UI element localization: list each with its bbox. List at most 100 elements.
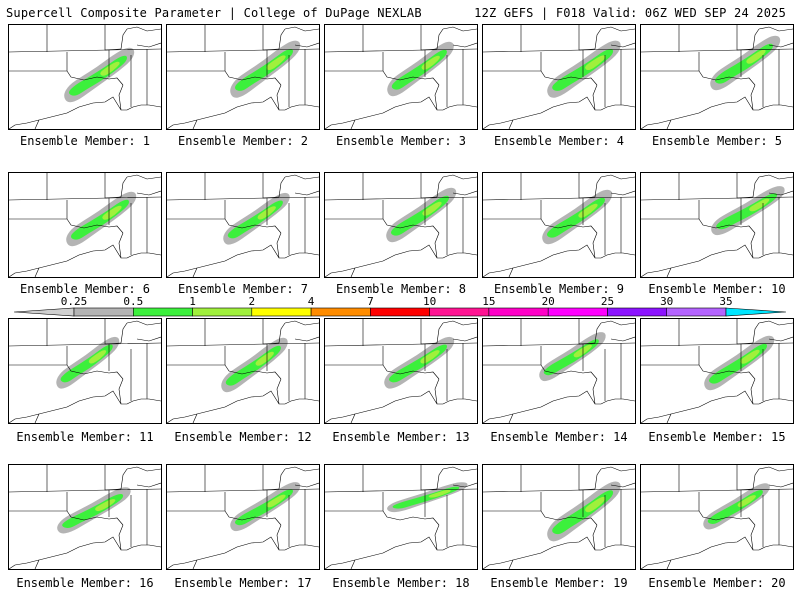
map-canvas bbox=[325, 25, 477, 129]
scp-contour-mid bbox=[225, 345, 281, 386]
scp-contour-high bbox=[428, 489, 451, 498]
scp-contour-mid bbox=[552, 49, 614, 91]
ensemble-member-map bbox=[166, 24, 320, 130]
basemap-boundaries bbox=[483, 465, 635, 569]
legend-tick-label: 0.5 bbox=[123, 296, 143, 308]
ensemble-member-label: Ensemble Member: 6 bbox=[19, 282, 151, 296]
legend-bin bbox=[73, 307, 134, 317]
basemap-boundaries bbox=[167, 173, 319, 277]
ensemble-member-label: Ensemble Member: 19 bbox=[490, 576, 628, 590]
legend-bar: 0.25 0.5 1 2 4 7 10 15 20 25 30 35 bbox=[13, 296, 787, 317]
basemap-boundaries bbox=[483, 25, 635, 129]
ensemble-member-label: Ensemble Member: 4 bbox=[493, 134, 625, 148]
scp-contour-high bbox=[737, 495, 756, 508]
scp-contour-high bbox=[421, 55, 440, 70]
ensemble-member-label: Ensemble Member: 15 bbox=[648, 430, 786, 444]
map-title: Supercell Composite Parameter | College … bbox=[6, 6, 422, 20]
map-canvas bbox=[9, 465, 161, 569]
map-canvas bbox=[483, 173, 635, 277]
ensemble-member-label: Ensemble Member: 7 bbox=[177, 282, 309, 296]
basemap-boundaries bbox=[325, 465, 477, 569]
ensemble-member-label: Ensemble Member: 1 bbox=[19, 134, 151, 148]
ensemble-member-label: Ensemble Member: 5 bbox=[651, 134, 783, 148]
ensemble-member-label: Ensemble Member: 16 bbox=[16, 576, 154, 590]
map-canvas bbox=[641, 173, 793, 277]
ensemble-member-map bbox=[482, 24, 636, 130]
map-canvas bbox=[325, 465, 477, 569]
legend-bin bbox=[547, 307, 608, 317]
basemap-boundaries bbox=[325, 25, 477, 129]
legend-bin bbox=[666, 307, 727, 317]
legend-bin bbox=[370, 307, 430, 317]
legend-bin bbox=[13, 307, 75, 317]
ensemble-member-label: Ensemble Member: 2 bbox=[177, 134, 309, 148]
ensemble-member-map bbox=[166, 172, 320, 278]
scp-contour-high bbox=[95, 499, 116, 512]
scp-contour-high bbox=[746, 49, 766, 64]
legend-tick-label: 25 bbox=[601, 296, 614, 308]
scp-contour-mid bbox=[69, 55, 127, 96]
scp-contour-high bbox=[266, 494, 286, 508]
ensemble-member-map bbox=[8, 24, 162, 130]
map-canvas bbox=[483, 319, 635, 423]
legend-tick-label: 10 bbox=[423, 296, 436, 308]
scp-contour-high bbox=[266, 55, 286, 71]
map-canvas bbox=[167, 25, 319, 129]
basemap-boundaries bbox=[641, 173, 793, 277]
legend-bin bbox=[133, 307, 193, 317]
ensemble-member-map bbox=[8, 464, 162, 570]
basemap-boundaries bbox=[641, 319, 793, 423]
map-canvas bbox=[641, 25, 793, 129]
basemap-boundaries bbox=[9, 319, 161, 423]
scp-contour-mid bbox=[716, 193, 778, 230]
scp-contour-high bbox=[100, 61, 120, 76]
scp-contour-high bbox=[585, 55, 606, 71]
map-canvas bbox=[167, 173, 319, 277]
basemap-boundaries bbox=[483, 319, 635, 423]
ensemble-member-map bbox=[482, 172, 636, 278]
legend-bin bbox=[488, 307, 549, 317]
basemap-boundaries bbox=[9, 173, 161, 277]
ensemble-member-map bbox=[482, 464, 636, 570]
scp-contour-mid bbox=[547, 197, 605, 238]
map-canvas bbox=[9, 25, 161, 129]
map-canvas bbox=[325, 173, 477, 277]
ensemble-member-map bbox=[8, 318, 162, 424]
scp-contour-high bbox=[102, 205, 122, 220]
ensemble-member-label: Ensemble Member: 12 bbox=[174, 430, 312, 444]
run-valid-time: 12Z GEFS | F018 Valid: 06Z WED SEP 24 20… bbox=[474, 6, 786, 20]
ensemble-member-label: Ensemble Member: 11 bbox=[16, 430, 154, 444]
map-canvas bbox=[641, 319, 793, 423]
map-canvas bbox=[167, 465, 319, 569]
legend-tick-label: 2 bbox=[248, 296, 255, 308]
ensemble-member-map bbox=[482, 318, 636, 424]
ensemble-member-map bbox=[324, 464, 478, 570]
ensemble-member-label: Ensemble Member: 13 bbox=[332, 430, 470, 444]
ensemble-member-label: Ensemble Member: 8 bbox=[335, 282, 467, 296]
color-legend: 0.25 0.5 1 2 4 7 10 15 20 25 30 35 bbox=[0, 296, 800, 318]
ensemble-member-label: Ensemble Member: 18 bbox=[332, 576, 470, 590]
basemap-boundaries bbox=[641, 25, 793, 129]
scp-contour-mid bbox=[391, 49, 447, 90]
scp-contour-mid bbox=[227, 200, 283, 239]
ensemble-member-map bbox=[166, 318, 320, 424]
ensemble-member-label: Ensemble Member: 9 bbox=[493, 282, 625, 296]
scp-contour-high bbox=[88, 350, 107, 364]
ensemble-member-label: Ensemble Member: 20 bbox=[648, 576, 786, 590]
scp-contour-mid bbox=[552, 490, 614, 535]
ensemble-member-map bbox=[640, 24, 794, 130]
legend-bin bbox=[192, 307, 253, 317]
legend-tick-label: 1 bbox=[189, 296, 196, 308]
scp-contour-high bbox=[585, 496, 606, 513]
scp-contour-mid bbox=[391, 195, 449, 236]
ensemble-member-map bbox=[640, 318, 794, 424]
ensemble-member-label: Ensemble Member: 14 bbox=[490, 430, 628, 444]
legend-tick-label: 20 bbox=[542, 296, 555, 308]
ensemble-member-label: Ensemble Member: 3 bbox=[335, 134, 467, 148]
basemap-boundaries bbox=[9, 465, 161, 569]
legend-bin bbox=[251, 307, 312, 317]
basemap-boundaries bbox=[483, 173, 635, 277]
ensemble-member-map bbox=[166, 464, 320, 570]
scp-contour-mid bbox=[62, 494, 124, 528]
legend-tick-label: 0.25 bbox=[61, 296, 88, 308]
